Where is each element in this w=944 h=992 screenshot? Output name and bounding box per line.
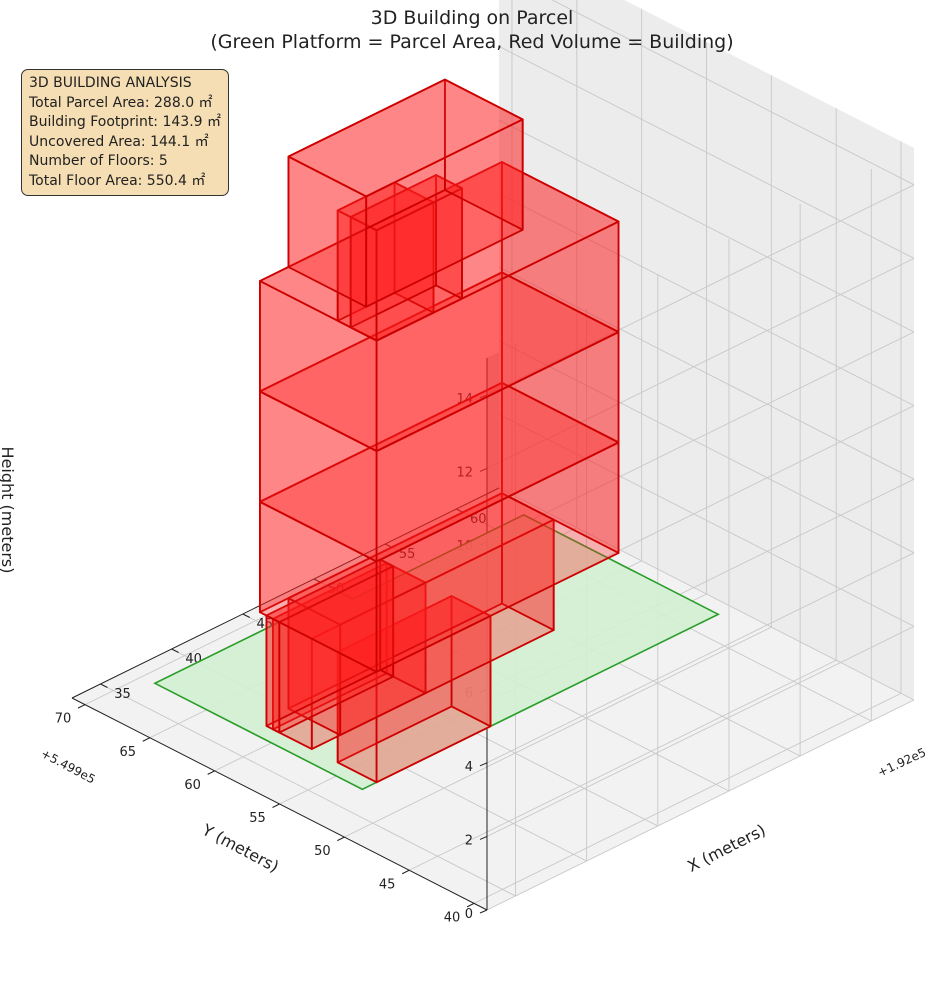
x-tick-label: 35: [114, 687, 131, 702]
x-axis-label: X (meters): [684, 820, 768, 876]
info-line-uncovered: Uncovered Area: 144.1 ㎡: [29, 133, 209, 150]
z-tick-label: 2: [465, 833, 473, 848]
y-tick-mark: [142, 737, 151, 742]
x-tick-label: 55: [399, 547, 416, 562]
info-line-total-floor-area: Total Floor Area: 550.4 ㎡: [29, 172, 206, 189]
gridline-z-wall-left: [498, 193, 915, 407]
y-tick-mark: [207, 770, 215, 775]
chart-title: 3D Building on Parcel (Green Platform = …: [0, 6, 944, 54]
chart-title-line2: (Green Platform = Parcel Area, Red Volum…: [210, 31, 734, 53]
info-line-footprint: Building Footprint: 143.9 ㎡: [29, 114, 222, 130]
gridline-z-wall-right: [486, 552, 915, 764]
gridline-z-wall-left: [498, 413, 915, 627]
gridline-z-wall-left: [498, 119, 915, 333]
gridline-z-wall-right: [486, 699, 915, 911]
x-offset-label: +1.92e5: [875, 745, 928, 780]
building-face: [258, 161, 620, 342]
y-tick-label: 40: [444, 910, 461, 925]
gridline-z-wall-left: [498, 45, 915, 259]
gridline-y-floor: [408, 659, 837, 871]
y-tick-label: 55: [249, 811, 266, 826]
info-heading: 3D BUILDING ANALYSIS: [29, 75, 192, 91]
building-face: [349, 174, 463, 232]
info-line-floors: Number of Floors: 5: [29, 153, 168, 169]
y-axis-label: Y (meters): [198, 820, 282, 877]
z-tick-label: 12: [456, 465, 473, 480]
x-tick-mark: [100, 683, 108, 688]
chart-title-line1: 3D Building on Parcel: [370, 7, 574, 29]
gridline-y-floor: [344, 626, 772, 838]
z-tick-mark: [479, 394, 488, 399]
gridline-z-wall-left: [498, 266, 915, 480]
y-tick-label: 70: [55, 712, 72, 727]
y-tick-label: 50: [314, 844, 331, 859]
gridline-y-floor: [473, 692, 902, 904]
y-tick-label: 45: [379, 877, 396, 892]
y-tick-label: 65: [120, 745, 137, 760]
z-tick-label: 0: [465, 907, 473, 922]
analysis-info-box: 3D BUILDING ANALYSIS Total Parcel Area: …: [21, 69, 229, 196]
y-tick-mark: [272, 803, 280, 808]
gridline-z-wall-right: [486, 184, 915, 396]
building-volume: [258, 78, 620, 784]
info-line-parcel-area: Total Parcel Area: 288.0 ㎡: [29, 94, 213, 111]
building-face: [265, 614, 281, 734]
gridline-z-wall-left: [498, 340, 915, 554]
gridline-z-wall-left: [498, 487, 915, 701]
gridline-z-wall-right: [486, 257, 915, 469]
y-tick-mark: [337, 836, 345, 842]
gridline-z-wall-left: [551, 0, 915, 186]
y-tick-mark: [401, 869, 410, 875]
z-tick-label: 4: [465, 760, 473, 775]
z-tick-mark: [479, 467, 488, 472]
x-tick-mark: [242, 613, 251, 618]
z-tick-mark: [479, 909, 488, 914]
gridline-z-wall-right: [486, 331, 915, 543]
y-tick-mark: [77, 704, 86, 709]
y-tick-mark: [466, 902, 475, 908]
gridline-z-wall-right: [486, 625, 915, 837]
z-tick-mark: [479, 835, 488, 840]
x-tick-mark: [171, 648, 179, 653]
y-offset-label: +5.499e5: [39, 746, 98, 786]
building-face: [287, 78, 524, 198]
z-axis-label: Height (meters): [0, 447, 17, 574]
x-tick-label: 60: [470, 512, 487, 527]
z-tick-mark: [479, 762, 488, 767]
parcel-polygon: [153, 514, 720, 791]
y-tick-label: 60: [184, 778, 201, 793]
x-axis-line: [71, 487, 500, 699]
parcel-platform: [153, 514, 720, 791]
